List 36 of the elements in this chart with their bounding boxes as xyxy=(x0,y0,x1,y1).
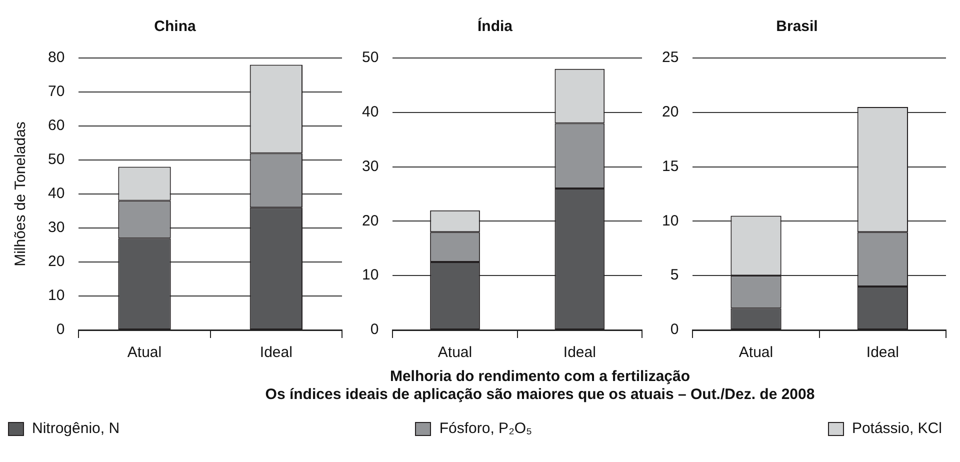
x-tick-label: Atual xyxy=(738,344,774,362)
y-tick-label: 50 xyxy=(362,49,379,66)
y-tick-label: 30 xyxy=(362,158,379,175)
y-tick-label: 20 xyxy=(662,104,679,121)
chart-title: Brasil xyxy=(776,18,818,36)
x-tick-label: Ideal xyxy=(866,344,899,362)
y-tick-label: 50 xyxy=(48,151,65,168)
y-tick-label: 60 xyxy=(48,117,65,134)
y-tick-label: 30 xyxy=(48,219,65,236)
y-tick-label: 0 xyxy=(56,321,65,338)
text: Melhoria do rendimento com a fertilização xyxy=(388,368,692,386)
y-tick-label: 20 xyxy=(362,212,379,230)
chart-title: Índia xyxy=(477,17,514,36)
y-tick-label: 0 xyxy=(370,321,379,338)
y-tick-label: 0 xyxy=(670,321,679,338)
y-tick-label: 10 xyxy=(362,266,379,284)
x-tick-label: Atual xyxy=(127,344,162,362)
chart-title: China xyxy=(154,18,196,36)
legend-label: Nitrogênio, N xyxy=(32,420,120,437)
x-tick-label: Atual xyxy=(438,344,472,362)
y-axis-title: Milhões de Toneladas xyxy=(12,122,30,266)
y-tick-label: 70 xyxy=(48,83,65,100)
y-tick-label: 15 xyxy=(662,158,679,175)
y-tick-label: 40 xyxy=(362,104,379,121)
text: Os índices ideais de aplicação são maiores que os atuais – Out./Dez. de 2008 xyxy=(264,386,816,404)
y-tick-label: 25 xyxy=(662,49,679,66)
y-tick-label: 5 xyxy=(670,266,679,284)
y-tick-label: 40 xyxy=(48,185,65,202)
legend-label: Fósforo, P₂O₅ xyxy=(439,420,532,437)
y-tick-label: 20 xyxy=(48,253,65,270)
x-tick-label: Ideal xyxy=(260,344,292,362)
y-tick-label: 80 xyxy=(48,49,65,66)
legend-label: Potássio, KCl xyxy=(852,420,942,437)
y-tick-label: 10 xyxy=(48,287,65,304)
y-tick-label: 10 xyxy=(662,212,679,230)
x-tick-label: Ideal xyxy=(563,344,596,362)
